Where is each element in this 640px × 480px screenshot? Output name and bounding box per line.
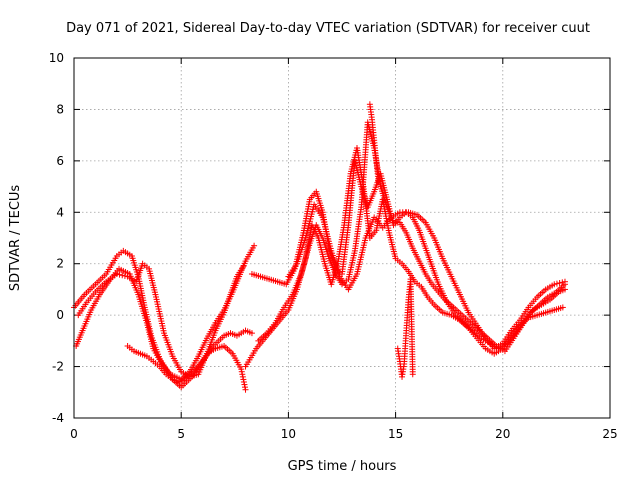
data-points <box>71 101 568 393</box>
data-point <box>248 330 255 337</box>
track-marker <box>239 373 246 380</box>
track-marker <box>238 368 245 375</box>
track-marker <box>119 272 126 279</box>
track-marker <box>241 384 248 391</box>
track-marker <box>240 376 247 383</box>
series-track-8 <box>285 201 568 352</box>
data-point <box>113 271 120 277</box>
data-point <box>561 286 568 293</box>
data-point <box>240 263 247 270</box>
data-point <box>559 304 566 311</box>
data-point <box>238 366 245 373</box>
data-point <box>251 242 258 249</box>
series-track-3 <box>75 260 247 380</box>
track-marker <box>241 381 248 388</box>
series-track-2 <box>73 242 258 383</box>
chart-title: Day 071 of 2021, Sidereal Day-to-day VTE… <box>66 21 590 36</box>
track-marker <box>116 271 123 278</box>
data-point <box>551 281 558 288</box>
track-marker <box>121 272 128 279</box>
track-marker <box>240 379 247 385</box>
series-track-4 <box>124 343 249 393</box>
data-point <box>242 386 249 393</box>
track-marker <box>239 371 246 378</box>
